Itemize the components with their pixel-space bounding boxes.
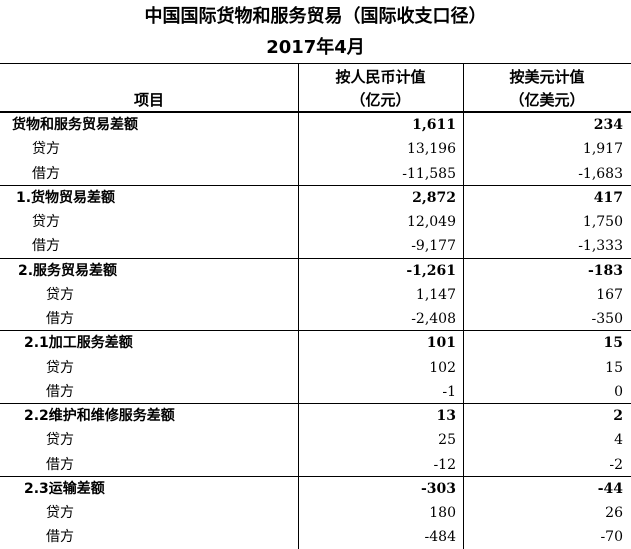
rule	[0, 257, 631, 259]
rmb-value: -12	[433, 456, 456, 473]
header-usd: 按美元计值	[509, 68, 585, 86]
header-rmb-unit: （亿元）	[350, 91, 411, 109]
row-label: 贷方	[46, 505, 74, 521]
row-label: 借方	[46, 311, 74, 327]
rmb-value: -2,408	[411, 311, 456, 327]
usd-value: 234	[593, 117, 623, 133]
usd-value: 26	[605, 505, 623, 521]
rmb-value: 12,049	[407, 214, 456, 230]
row-label: 借方	[46, 529, 74, 546]
usd-value: 15	[603, 335, 623, 352]
row-label: 1.货物贸易差额	[16, 189, 116, 206]
usd-value: -70	[600, 529, 623, 546]
rmb-value: -1,261	[406, 262, 456, 279]
rule	[0, 63, 631, 64]
rmb-value: 1,611	[412, 117, 456, 133]
rule	[0, 111, 631, 113]
usd-value: 417	[593, 189, 623, 206]
title: 中国国际货物和服务贸易（国际收支口径）	[144, 6, 487, 27]
rmb-value: 2,872	[412, 189, 456, 206]
row-label: 2.3运输差额	[24, 480, 105, 497]
usd-value: 2	[613, 408, 623, 424]
row-label: 借方	[32, 238, 60, 255]
row-label: 贷方	[46, 359, 74, 376]
row-label: 2.服务贸易差额	[18, 262, 118, 279]
row-label: 货物和服务贸易差额	[12, 117, 138, 133]
header-rmb: 按人民币计值	[335, 68, 426, 86]
col-rule	[298, 63, 299, 549]
usd-value: -350	[591, 311, 623, 327]
usd-value: -2	[609, 456, 623, 473]
rmb-value: 13,196	[407, 141, 456, 158]
usd-value: 15	[605, 359, 623, 376]
rmb-value: 1,147	[415, 286, 456, 303]
usd-value: -44	[597, 480, 623, 497]
row-label: 贷方	[46, 432, 74, 449]
rule	[0, 184, 631, 186]
row-label: 2.2维护和维修服务差额	[24, 408, 175, 424]
col-rule	[463, 63, 464, 549]
usd-value: 167	[596, 286, 623, 303]
usd-value: 1,917	[582, 141, 623, 158]
row-label: 借方	[46, 383, 74, 400]
usd-value: -1,683	[578, 165, 623, 182]
header-item: 项目	[133, 91, 164, 109]
rule	[0, 330, 631, 332]
rmb-value: -9,177	[411, 238, 456, 255]
usd-value: 1,750	[582, 214, 623, 230]
usd-value: -1,333	[578, 238, 623, 255]
rule	[0, 403, 631, 404]
row-label: 贷方	[32, 141, 60, 158]
row-label: 贷方	[46, 286, 74, 303]
rule	[0, 475, 631, 477]
usd-value: -183	[587, 262, 623, 279]
row-label: 2.1加工服务差额	[24, 335, 133, 352]
rmb-value: 101	[426, 335, 456, 352]
header-usd-unit: （亿美元）	[509, 91, 585, 109]
row-label: 借方	[46, 456, 74, 473]
rmb-value: 102	[429, 359, 456, 376]
rmb-value: 25	[438, 432, 456, 449]
usd-value: 0	[614, 383, 623, 400]
row-label: 借方	[32, 165, 60, 182]
rmb-value: 13	[436, 408, 456, 424]
rmb-value: -484	[424, 529, 456, 546]
row-label: 贷方	[32, 214, 60, 230]
rmb-value: 180	[429, 505, 456, 521]
rmb-value: -11,585	[402, 165, 456, 182]
subtitle: 2017年4月	[266, 37, 365, 58]
usd-value: 4	[614, 432, 623, 449]
rmb-value: -303	[420, 480, 456, 497]
rmb-value: -1	[442, 383, 456, 400]
